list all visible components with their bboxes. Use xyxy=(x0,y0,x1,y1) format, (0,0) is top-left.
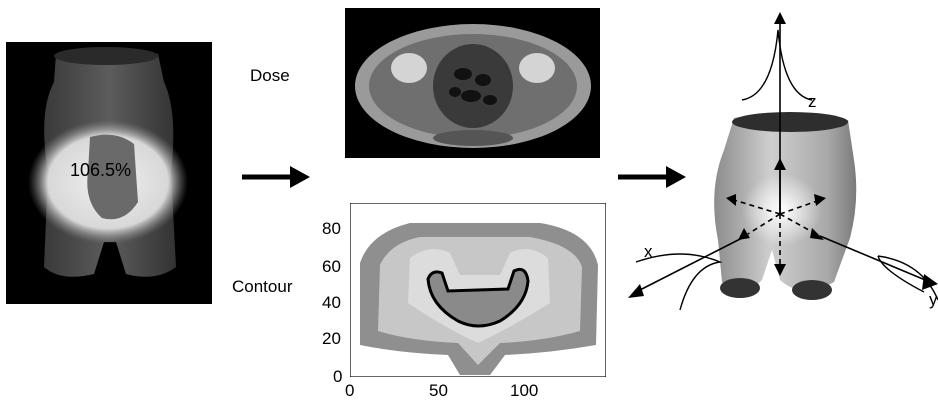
y-axis-label: y xyxy=(929,290,938,309)
ct-slice-image xyxy=(345,8,600,158)
x-tick-0: 0 xyxy=(345,381,355,400)
dose-surface-render: 106.5% xyxy=(6,42,212,304)
y-tick-40: 40 xyxy=(322,293,341,312)
flow-arrow-2 xyxy=(618,166,686,188)
contour-plot-area xyxy=(350,203,606,377)
x-tick-100: 100 xyxy=(510,381,539,400)
y-tick-60: 60 xyxy=(322,257,341,276)
dose-label: Dose xyxy=(250,66,290,85)
ct-slice-graphic xyxy=(355,24,591,148)
x-tick-50: 50 xyxy=(429,381,448,400)
z-axis-label: z xyxy=(808,92,817,111)
y-tick-0: 0 xyxy=(333,367,343,386)
x-axis-label: x xyxy=(644,242,653,261)
y-tick-80: 80 xyxy=(322,219,341,238)
target-contour xyxy=(426,267,530,328)
dose-percentage-label: 106.5% xyxy=(70,160,132,180)
body-surface-graphic xyxy=(28,47,188,277)
contour-label: Contour xyxy=(232,277,293,296)
flow-arrow-1 xyxy=(242,166,310,188)
body-3d-axes-graphic xyxy=(628,12,938,311)
y-tick-20: 20 xyxy=(322,329,341,348)
